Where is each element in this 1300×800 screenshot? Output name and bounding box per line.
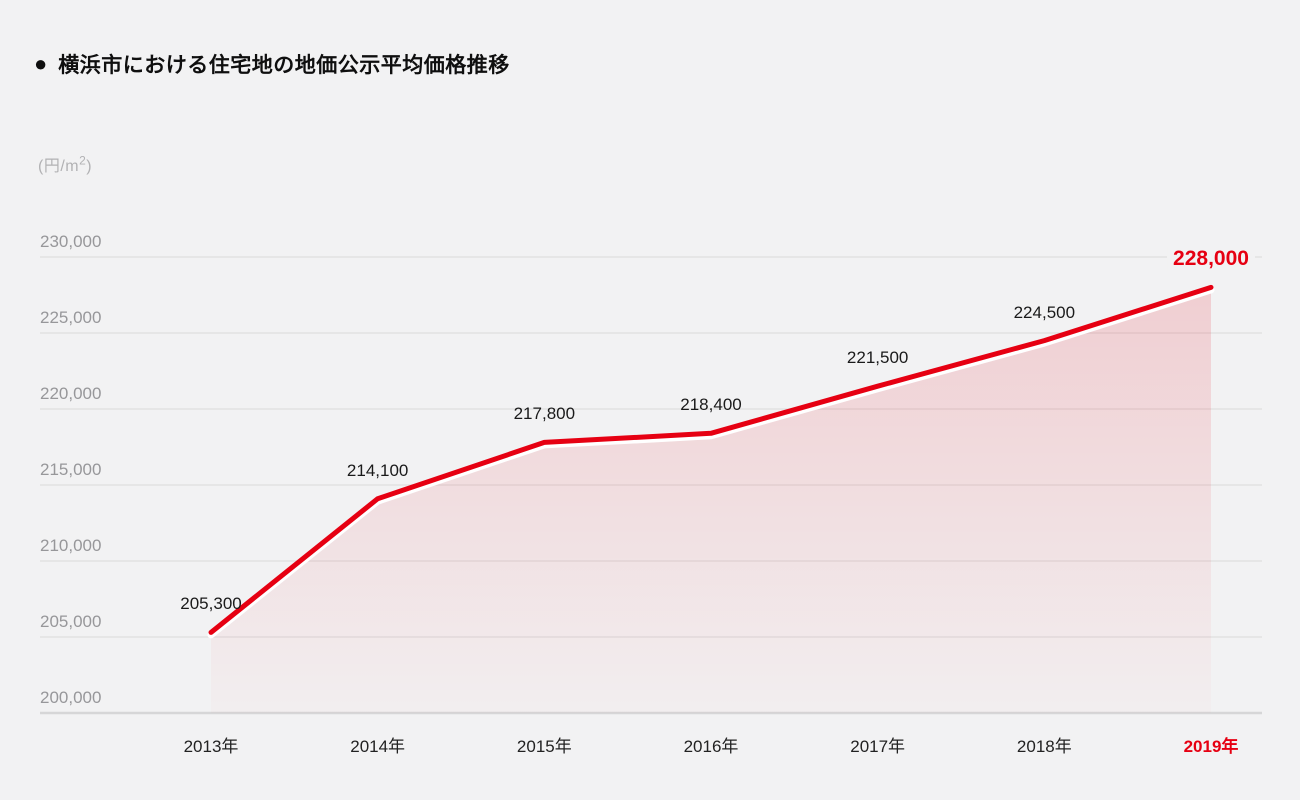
y-tick-label: 215,000 — [40, 460, 102, 479]
unit-prefix: (円/m — [38, 158, 80, 175]
y-axis-unit-label: (円/m2) — [38, 152, 92, 176]
value-label: 205,300 — [180, 594, 242, 614]
value-label: 224,500 — [1013, 302, 1076, 322]
x-tick-label: 2013年 — [183, 737, 239, 756]
x-tick-label: 2015年 — [516, 737, 572, 756]
x-tick-label: 2019年 — [1183, 737, 1239, 756]
value-label: 218,400 — [680, 395, 742, 415]
chart-title-text: 横浜市における住宅地の地価公示平均価格推移 — [58, 54, 510, 77]
y-tick-label: 230,000 — [40, 232, 102, 251]
bullet-icon: ● — [34, 51, 48, 76]
value-label: 217,800 — [513, 404, 576, 424]
value-label: 228,000 — [1167, 247, 1255, 272]
value-label: 214,100 — [346, 460, 409, 480]
y-tick-label: 220,000 — [40, 384, 102, 403]
x-tick-label: 2014年 — [350, 737, 406, 756]
y-tick-label: 200,000 — [40, 688, 102, 707]
chart-title: ● 横浜市における住宅地の地価公示平均価格推移 — [34, 49, 510, 79]
unit-suffix: ) — [86, 158, 93, 175]
unit-superscript: 2 — [79, 153, 87, 168]
area-fill — [211, 287, 1211, 713]
x-tick-label: 2018年 — [1016, 737, 1072, 756]
x-tick-label: 2016年 — [683, 737, 739, 756]
y-tick-label: 225,000 — [40, 308, 102, 327]
y-tick-label: 205,000 — [40, 612, 102, 631]
price-line — [208, 284, 1214, 635]
value-label: 221,500 — [846, 348, 909, 368]
y-tick-label: 210,000 — [40, 536, 102, 555]
x-tick-label: 2017年 — [850, 737, 906, 756]
